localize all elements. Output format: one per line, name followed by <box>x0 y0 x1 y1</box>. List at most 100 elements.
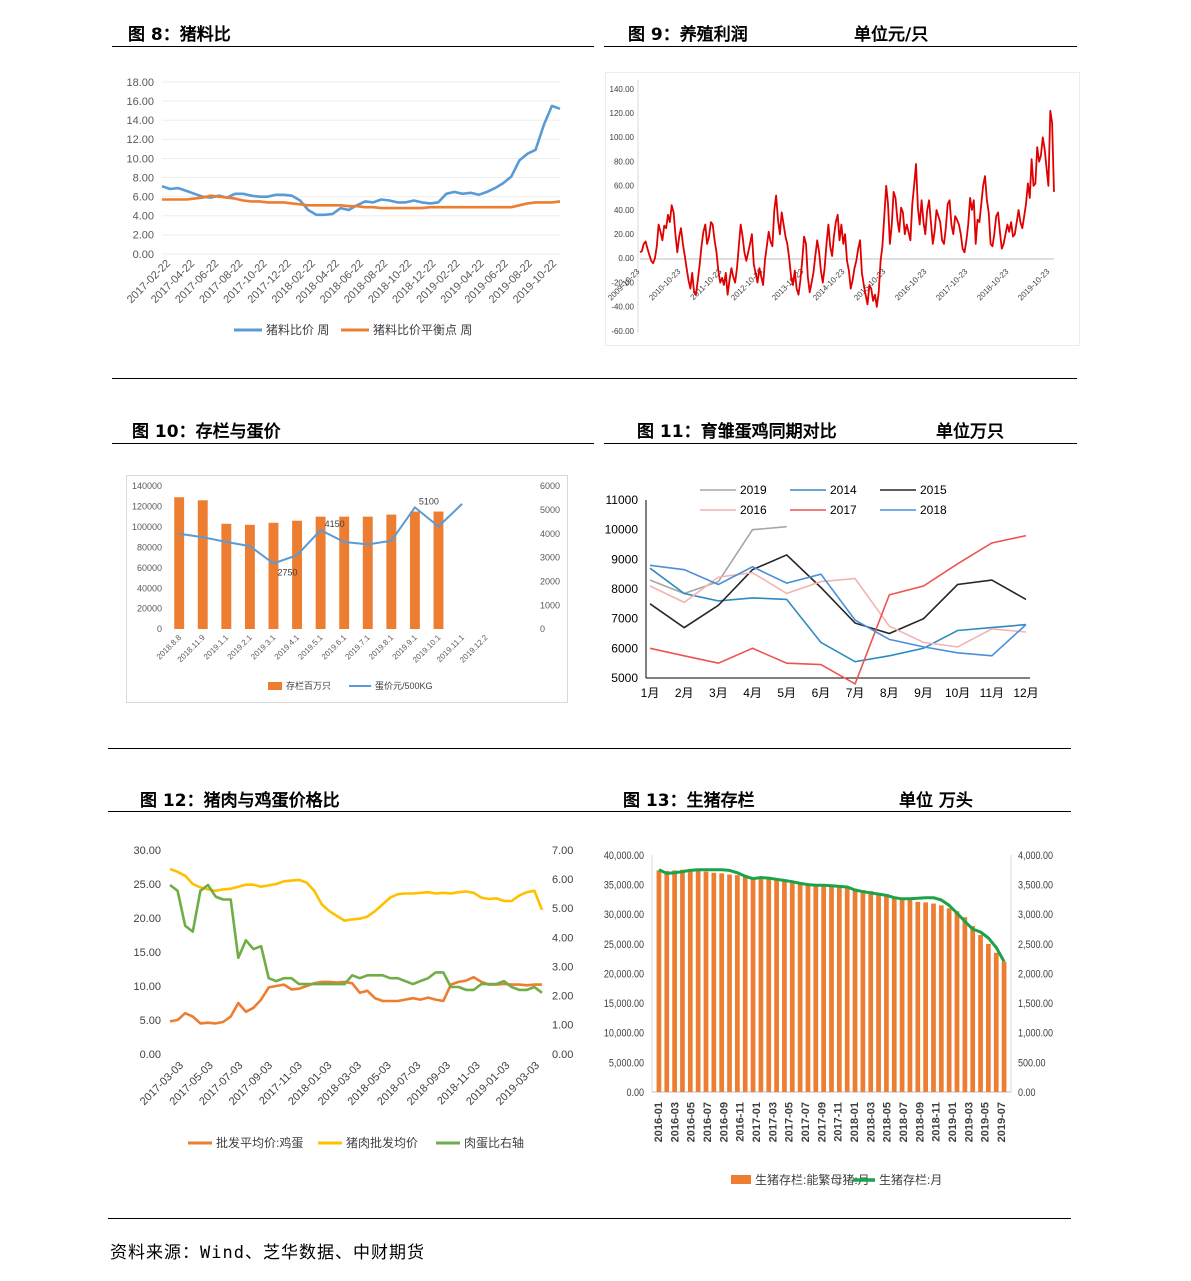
fig13-xtick-13: 2018-03 <box>865 1102 877 1142</box>
fig13-bar-5 <box>695 870 701 1092</box>
fig13-bar-44 <box>1001 961 1007 1092</box>
fig11-xtick-2: 3月 <box>709 686 728 700</box>
fig11-legend-0-label: 2019 <box>740 483 767 497</box>
fig12-series-1 <box>169 867 544 922</box>
fig11-ytick-4: 7000 <box>611 612 638 626</box>
fig13-xtick-17: 2018-11 <box>931 1102 943 1142</box>
fig13-bar-9 <box>727 874 732 1092</box>
fig12-left-ytick-0: 30.00 <box>133 845 161 857</box>
source-note: 资料来源：Wind、芝华数据、中财期货 <box>110 1243 425 1263</box>
fig13-bar-24 <box>844 888 850 1092</box>
fig13-bar-33 <box>915 901 921 1092</box>
fig13-bar-34 <box>923 902 928 1092</box>
fig12-left-ytick-2: 20.00 <box>133 913 161 925</box>
fig11-title: 图 11：育雏蛋鸡同期对比 单位万只 <box>637 417 1004 442</box>
fig10-left-ytick-3: 80000 <box>137 542 162 552</box>
fig13-right-ytick-1: 3,500.00 <box>1018 880 1053 892</box>
fig10-underline <box>112 443 594 444</box>
fig9-ytick-1: 120.00 <box>610 109 635 118</box>
fig9-title-text: 图 9：养殖利润 <box>628 25 748 45</box>
fig9-ytick-3: 80.00 <box>614 157 635 166</box>
fig11-xtick-7: 8月 <box>880 686 899 700</box>
bottom-divider <box>108 1218 1071 1219</box>
fig11-xtick-6: 7月 <box>846 686 865 700</box>
fig12-series-2 <box>169 883 543 994</box>
fig10-left-ytick-0: 140000 <box>132 481 162 491</box>
fig13-bar-23 <box>836 887 842 1092</box>
fig11-unit: 单位万只 <box>936 422 1004 442</box>
fig13-bar-13 <box>758 878 764 1092</box>
fig13-title: 图 13：生猪存栏 单位 万头 <box>623 786 973 811</box>
fig13-bar-8 <box>719 873 725 1092</box>
fig12-legend-1-label: 猪肉批发均价 <box>346 1135 418 1150</box>
fig13-bar-40 <box>970 926 976 1092</box>
fig11-ytick-2: 9000 <box>611 552 638 566</box>
fig13-unit: 单位 万头 <box>899 791 973 811</box>
fig13-bar-43 <box>993 952 999 1092</box>
fig8-series-1 <box>162 194 561 210</box>
fig13-bar-36 <box>938 905 944 1092</box>
fig13-xtick-15: 2018-07 <box>898 1102 910 1142</box>
fig8-ytick-7: 4.00 <box>133 211 154 223</box>
fig13-xtick-12: 2018-01 <box>849 1102 861 1142</box>
fig13-right-ytick-0: 4,000.00 <box>1018 850 1053 862</box>
fig11-legend-5-label: 2018 <box>920 503 947 517</box>
fig10-left-ytick-2: 100000 <box>132 522 162 532</box>
fig13-bar-1 <box>664 870 670 1092</box>
fig11-series-1 <box>649 567 1027 663</box>
fig9-series-0 <box>639 109 1055 308</box>
fig10-frame <box>126 475 568 703</box>
fig11-xtick-3: 4月 <box>743 686 762 700</box>
fig10-bar-0 <box>174 497 185 629</box>
fig13-xtick-4: 2016-09 <box>718 1102 730 1142</box>
fig13-bar-4 <box>687 870 693 1092</box>
fig13-bar-27 <box>868 891 874 1092</box>
fig13-bar-6 <box>703 871 709 1092</box>
fig10-right-ytick-3: 3000 <box>540 553 560 563</box>
fig11-series-5 <box>649 564 1027 657</box>
fig12-title: 图 12：猪肉与鸡蛋价格比 <box>140 791 340 811</box>
fig13-bar-17 <box>789 882 795 1092</box>
fig11-legend-3-label: 2016 <box>740 503 767 517</box>
fig10-right-ytick-1: 5000 <box>540 505 560 515</box>
fig9-xtick-1: 2010-10-23 <box>647 267 683 303</box>
fig8-legend-1-label: 猪料比价平衡点 周 <box>373 323 472 337</box>
fig8-legend-0-label: 猪料比价 周 <box>266 323 329 337</box>
fig13-right-ytick-2: 3,000.00 <box>1018 910 1053 922</box>
fig8-underline <box>112 46 594 47</box>
fig8-ytick-8: 2.00 <box>133 230 154 242</box>
fig10-left-ytick-1: 120000 <box>132 502 162 512</box>
fig8-series-0 <box>161 104 561 217</box>
fig13-right-ytick-7: 500.00 <box>1018 1058 1046 1070</box>
fig13-legend-0-swatch <box>731 1175 751 1184</box>
fig13-bar-37 <box>946 908 952 1092</box>
fig13-bar-30 <box>891 896 897 1092</box>
fig10-left-ytick-7: 0 <box>157 624 162 634</box>
fig13-right-ytick-4: 2,000.00 <box>1018 969 1053 981</box>
fig13-xtick-0: 2016-01 <box>653 1102 665 1142</box>
fig13-xtick-14: 2018-05 <box>882 1102 894 1142</box>
row2-divider <box>108 748 1071 749</box>
fig10-bar-11 <box>433 511 444 629</box>
fig13-left-ytick-8: 0.00 <box>626 1087 644 1099</box>
fig13-right-ytick-3: 2,500.00 <box>1018 939 1053 951</box>
fig12-series-0 <box>169 975 542 1025</box>
fig10-right-ytick-0: 6000 <box>540 481 560 491</box>
fig10-bar-1 <box>197 500 208 629</box>
fig13-title-text: 图 13：生猪存栏 <box>623 791 755 811</box>
fig13-xtick-1: 2016-03 <box>669 1102 681 1142</box>
fig10-bar-4 <box>268 522 279 629</box>
fig13-xtick-8: 2017-05 <box>784 1102 796 1142</box>
fig8-ytick-2: 14.00 <box>126 115 154 127</box>
fig12-right-ytick-1: 6.00 <box>552 874 573 886</box>
fig9-ytick-6: 20.00 <box>614 230 635 239</box>
fig13-bar-39 <box>962 917 968 1092</box>
fig9-xtick-9: 2018-10-23 <box>975 267 1011 303</box>
fig9-title: 图 9：养殖利润 单位元/只 <box>628 20 928 45</box>
fig11-xtick-11: 12月 <box>1013 686 1038 700</box>
fig11-underline <box>604 443 1077 444</box>
fig13-bar-38 <box>954 911 960 1092</box>
fig13-bar-21 <box>821 886 827 1092</box>
fig13-bar-32 <box>907 900 913 1092</box>
